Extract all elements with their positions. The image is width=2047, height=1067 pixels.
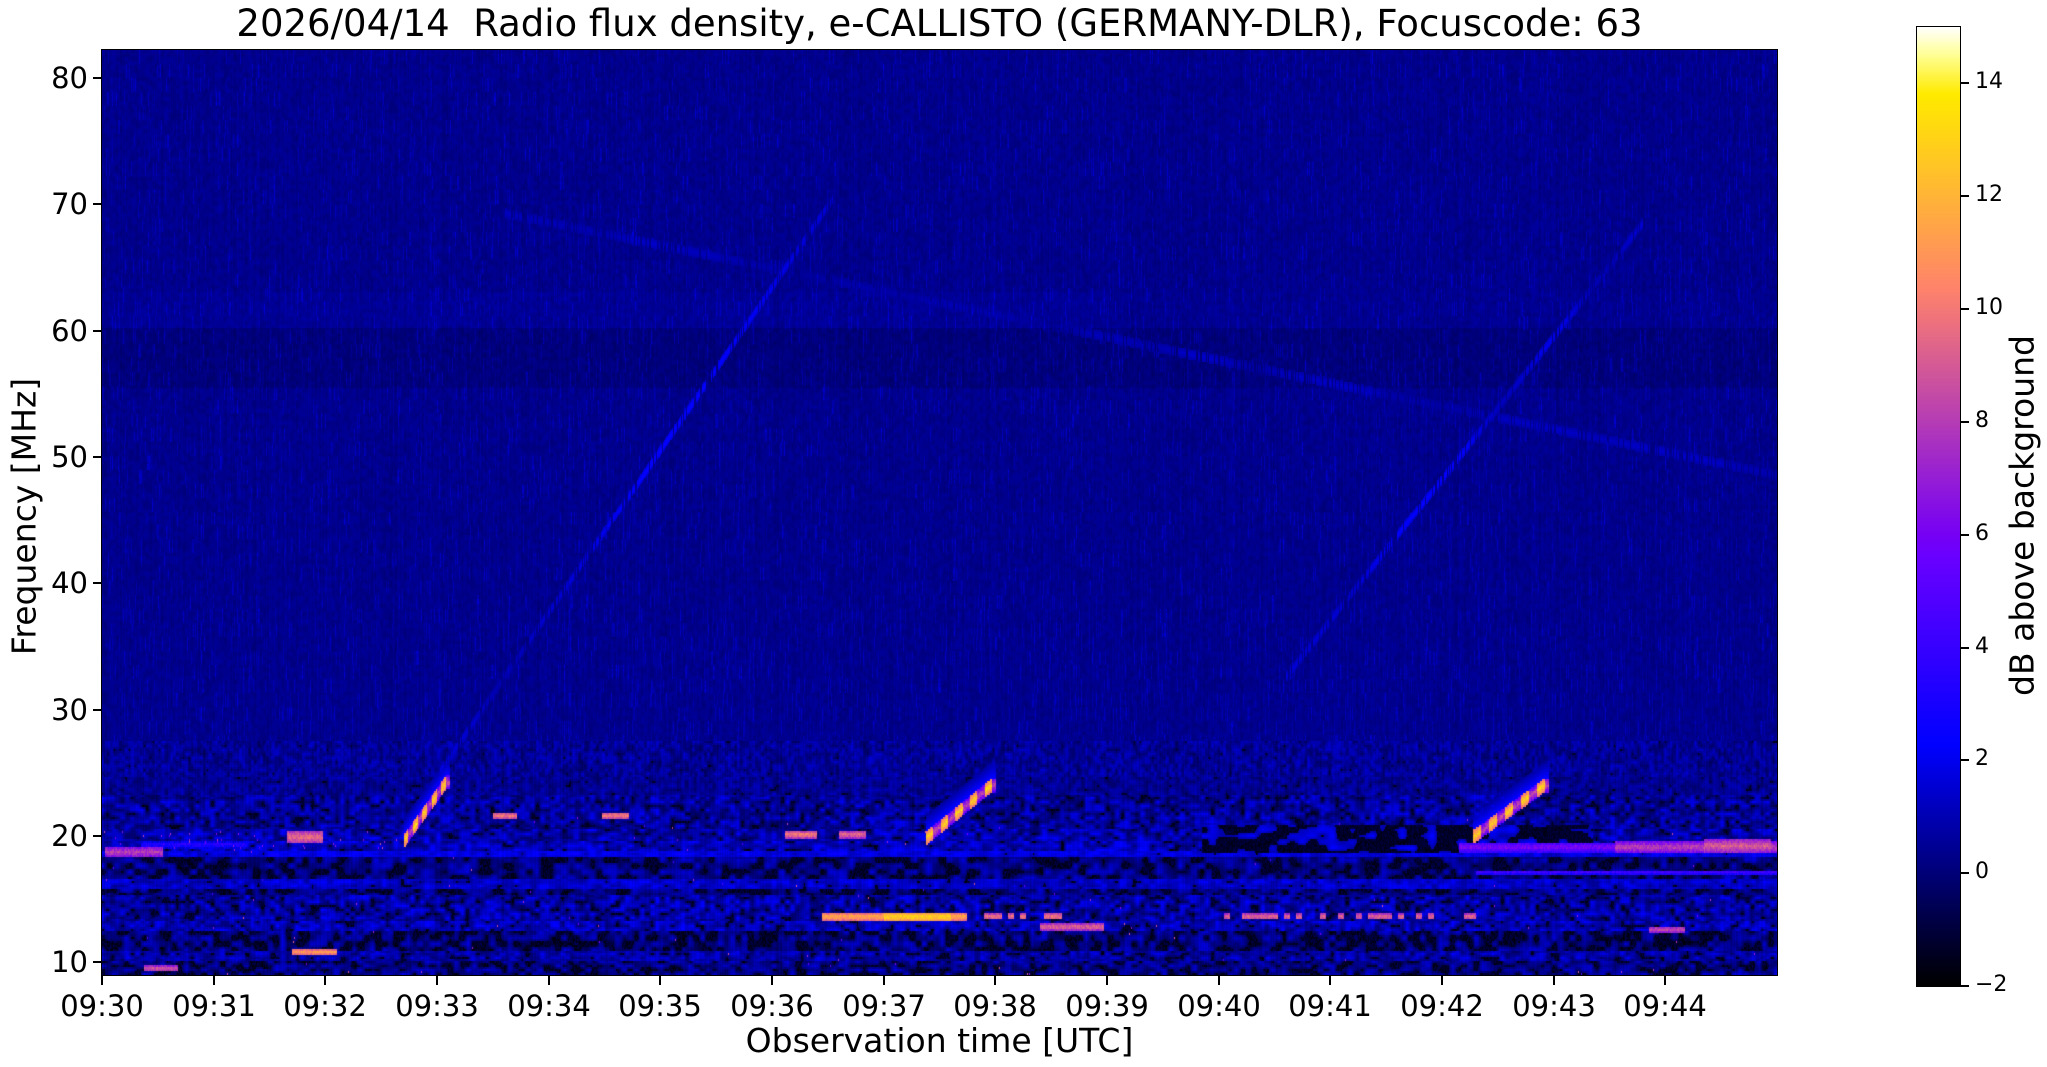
colorbar-tick-label: 0 <box>1975 859 1989 884</box>
colorbar-tick-label: 12 <box>1975 182 2003 207</box>
x-axis-label: Observation time [UTC] <box>745 1021 1134 1060</box>
colorbar-tick-label: 10 <box>1975 295 2003 320</box>
x-tick-mark <box>659 976 661 985</box>
x-tick-mark <box>883 976 885 985</box>
y-tick-label: 60 <box>51 314 88 348</box>
spectrogram-canvas <box>102 50 1777 975</box>
y-tick-mark <box>93 582 102 584</box>
x-tick-mark <box>994 976 996 985</box>
x-tick-label: 09:39 <box>1065 989 1149 1023</box>
colorbar-tick-mark <box>1961 534 1969 536</box>
x-tick-mark <box>548 976 550 985</box>
y-tick-mark <box>93 456 102 458</box>
colorbar-tick-label: 14 <box>1975 69 2003 94</box>
y-tick-label: 30 <box>51 693 88 727</box>
colorbar-gradient <box>1917 27 1960 986</box>
x-tick-label: 09:41 <box>1288 989 1372 1023</box>
colorbar-tick-mark <box>1961 195 1969 197</box>
colorbar-tick-label: 4 <box>1975 634 1989 659</box>
colorbar-tick-mark <box>1961 308 1969 310</box>
chart-title: 2026/04/14 Radio flux density, e-CALLIST… <box>236 2 1643 45</box>
y-tick-label: 40 <box>51 566 88 600</box>
x-tick-label: 09:31 <box>172 989 256 1023</box>
y-tick-mark <box>93 203 102 205</box>
x-tick-label: 09:32 <box>283 989 367 1023</box>
x-tick-label: 09:38 <box>953 989 1037 1023</box>
x-tick-label: 09:37 <box>842 989 926 1023</box>
y-tick-label: 20 <box>51 819 88 853</box>
x-tick-label: 09:33 <box>395 989 479 1023</box>
colorbar-tick-mark <box>1961 759 1969 761</box>
x-tick-mark <box>101 976 103 985</box>
x-tick-mark <box>771 976 773 985</box>
x-tick-mark <box>324 976 326 985</box>
x-tick-label: 09:40 <box>1177 989 1261 1023</box>
x-tick-label: 09:43 <box>1512 989 1596 1023</box>
colorbar-tick-label: −2 <box>1975 972 2008 997</box>
colorbar-tick-mark <box>1961 872 1969 874</box>
x-tick-mark <box>1329 976 1331 985</box>
x-tick-mark <box>1106 976 1108 985</box>
y-tick-mark <box>93 330 102 332</box>
x-tick-label: 09:42 <box>1400 989 1484 1023</box>
y-tick-mark <box>93 77 102 79</box>
y-tick-mark <box>93 709 102 711</box>
x-tick-mark <box>1664 976 1666 985</box>
x-tick-mark <box>1553 976 1555 985</box>
x-tick-label: 09:30 <box>60 989 144 1023</box>
y-axis-label: Frequency [MHz] <box>4 377 44 656</box>
x-tick-mark <box>1218 976 1220 985</box>
colorbar-tick-label: 2 <box>1975 746 1989 771</box>
colorbar-tick-label: 6 <box>1975 521 1989 546</box>
y-tick-label: 70 <box>51 187 88 221</box>
x-tick-mark <box>213 976 215 985</box>
x-tick-label: 09:35 <box>618 989 702 1023</box>
colorbar-tick-mark <box>1961 647 1969 649</box>
colorbar-tick-mark <box>1961 82 1969 84</box>
y-tick-label: 50 <box>51 440 88 474</box>
x-tick-label: 09:34 <box>507 989 591 1023</box>
x-tick-label: 09:36 <box>730 989 814 1023</box>
y-tick-mark <box>93 835 102 837</box>
colorbar-label: dB above background <box>2002 335 2042 696</box>
x-tick-mark <box>1441 976 1443 985</box>
y-tick-mark <box>93 961 102 963</box>
x-tick-label: 09:44 <box>1623 989 1707 1023</box>
y-tick-label: 10 <box>51 945 88 979</box>
colorbar-tick-mark <box>1961 985 1969 987</box>
colorbar-tick-label: 8 <box>1975 408 1989 433</box>
colorbar-tick-mark <box>1961 421 1969 423</box>
y-tick-label: 80 <box>51 61 88 95</box>
x-tick-mark <box>436 976 438 985</box>
